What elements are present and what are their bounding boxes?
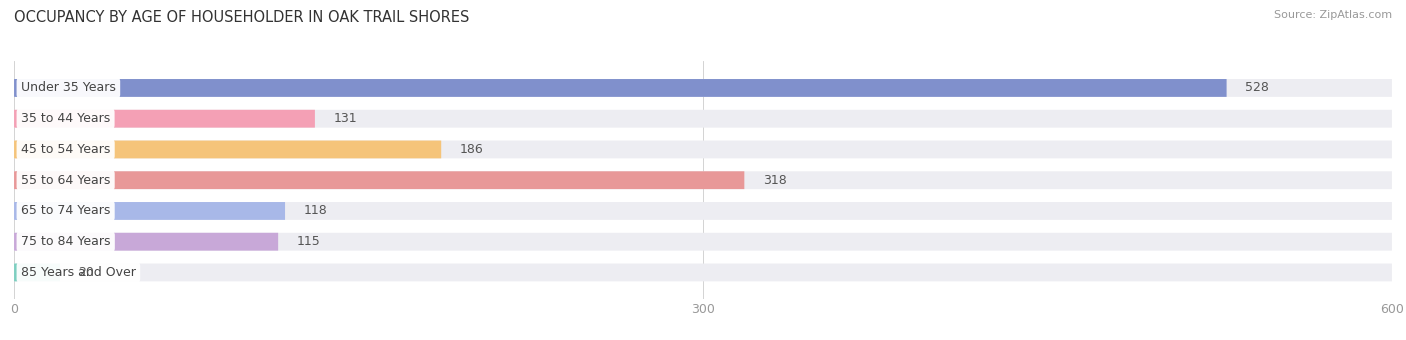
Text: 75 to 84 Years: 75 to 84 Years <box>21 235 111 248</box>
FancyBboxPatch shape <box>14 264 1392 282</box>
Text: 35 to 44 Years: 35 to 44 Years <box>21 112 110 125</box>
Text: 55 to 64 Years: 55 to 64 Years <box>21 174 110 187</box>
FancyBboxPatch shape <box>14 110 1392 128</box>
FancyBboxPatch shape <box>14 171 1392 189</box>
Text: Source: ZipAtlas.com: Source: ZipAtlas.com <box>1274 10 1392 20</box>
Text: 186: 186 <box>460 143 484 156</box>
FancyBboxPatch shape <box>14 140 1392 158</box>
Text: 131: 131 <box>333 112 357 125</box>
FancyBboxPatch shape <box>14 110 315 128</box>
Text: OCCUPANCY BY AGE OF HOUSEHOLDER IN OAK TRAIL SHORES: OCCUPANCY BY AGE OF HOUSEHOLDER IN OAK T… <box>14 10 470 25</box>
FancyBboxPatch shape <box>14 171 744 189</box>
Text: 118: 118 <box>304 204 328 218</box>
Text: 45 to 54 Years: 45 to 54 Years <box>21 143 110 156</box>
FancyBboxPatch shape <box>14 233 278 251</box>
FancyBboxPatch shape <box>14 140 441 158</box>
FancyBboxPatch shape <box>14 264 60 282</box>
Text: 528: 528 <box>1244 82 1268 95</box>
FancyBboxPatch shape <box>14 79 1226 97</box>
Text: 318: 318 <box>762 174 786 187</box>
Text: 85 Years and Over: 85 Years and Over <box>21 266 136 279</box>
FancyBboxPatch shape <box>14 202 1392 220</box>
Text: 65 to 74 Years: 65 to 74 Years <box>21 204 110 218</box>
FancyBboxPatch shape <box>14 233 1392 251</box>
FancyBboxPatch shape <box>14 79 1392 97</box>
FancyBboxPatch shape <box>14 202 285 220</box>
Text: Under 35 Years: Under 35 Years <box>21 82 115 95</box>
Text: 115: 115 <box>297 235 321 248</box>
Text: 20: 20 <box>79 266 94 279</box>
